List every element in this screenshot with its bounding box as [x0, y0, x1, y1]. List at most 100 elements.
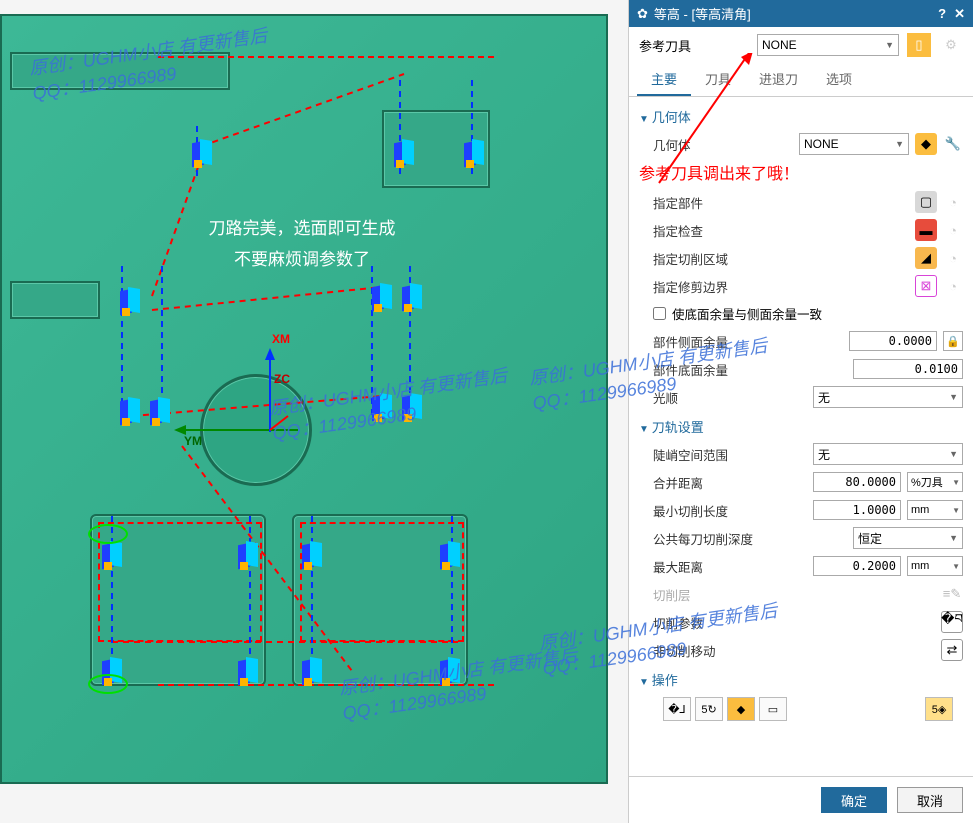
cut-levels-icon: ≡✎: [941, 583, 963, 605]
cut-area-icon[interactable]: ◢: [915, 247, 937, 269]
ok-button[interactable]: 确定: [821, 787, 887, 813]
smooth-label: 光顺: [653, 388, 807, 407]
floor-allowance-input[interactable]: [853, 359, 963, 379]
gear-icon: ✿: [637, 6, 648, 22]
panel-title: 等高 - [等高清角]: [654, 4, 930, 23]
steep-combo[interactable]: 无: [813, 443, 963, 465]
check-icon[interactable]: ▬: [915, 219, 937, 241]
cut-params-label: 切削参数: [653, 613, 935, 632]
green-loop: [88, 674, 128, 694]
steep-label: 陡峭空间范围: [653, 445, 807, 464]
display-icon[interactable]: ◔: [943, 192, 963, 212]
side-allowance-input[interactable]: [849, 331, 937, 351]
help-button[interactable]: ?: [938, 6, 946, 21]
tool-marker: [238, 540, 260, 570]
depth-mode-combo[interactable]: 恒定: [853, 527, 963, 549]
specify-part-label: 指定部件: [653, 193, 909, 212]
axis-label-xm: XM: [272, 332, 290, 346]
tool-marker: [372, 392, 394, 422]
specify-check-label: 指定检查: [653, 221, 909, 240]
tool-marker: [440, 540, 462, 570]
maxdist-unit-combo[interactable]: mm: [907, 556, 963, 576]
floor-allowance-label: 部件底面余量: [653, 360, 847, 379]
postprocess-icon[interactable]: 5◈: [925, 697, 953, 721]
mincut-unit-combo[interactable]: mm: [907, 500, 963, 520]
noncut-move-label: 非切削移动: [653, 641, 935, 660]
merge-label: 合并距离: [653, 473, 807, 492]
side-allowance-label: 部件侧面余量: [653, 332, 843, 351]
ref-tool-combo[interactable]: NONE: [757, 34, 899, 56]
tool-marker: [402, 392, 424, 422]
mincut-label: 最小切削长度: [653, 501, 807, 520]
tab-tool[interactable]: 刀具: [691, 63, 745, 96]
green-loop: [88, 524, 128, 544]
tool-marker: [302, 540, 324, 570]
merge-input[interactable]: [813, 472, 901, 492]
same-allowance-label: 使底面余量与侧面余量一致: [672, 304, 822, 323]
panel-body[interactable]: 几何体 几何体 NONE ◆ 🔧 参考刀具调出来了哦！ 指定部件 ▢ ◔ 指定检…: [629, 97, 973, 776]
verify-icon[interactable]: ◆: [727, 697, 755, 721]
tab-main[interactable]: 主要: [637, 63, 691, 96]
tool-marker: [120, 286, 142, 316]
overlay-note: 刀路完美，选面即可生成 不要麻烦调参数了: [162, 214, 442, 270]
specify-trim-label: 指定修剪边界: [653, 277, 909, 296]
cut-params-icon[interactable]: �བ: [941, 611, 963, 633]
noncut-move-icon[interactable]: ⇄: [941, 639, 963, 661]
depth-mode-label: 公共每刀切削深度: [653, 529, 847, 548]
maxdist-label: 最大距离: [653, 557, 807, 576]
lock-icon[interactable]: 🔒: [943, 331, 963, 351]
tool-marker: [440, 656, 462, 686]
axis-label-zc: ZC: [274, 372, 290, 386]
geom-body-label: 几何体: [653, 135, 793, 154]
replay-icon[interactable]: 5↻: [695, 697, 723, 721]
display-icon[interactable]: ◔: [943, 248, 963, 268]
display-icon[interactable]: ◔: [943, 276, 963, 296]
tool-marker: [102, 540, 124, 570]
panel-footer: 确定 取消: [629, 776, 973, 823]
tool-marker: [372, 282, 394, 312]
specify-cut-area-label: 指定切削区域: [653, 249, 909, 268]
cancel-button[interactable]: 取消: [897, 787, 963, 813]
pocket: [10, 281, 100, 319]
smooth-combo[interactable]: 无: [813, 386, 963, 408]
ref-tool-label: 参考刀具: [639, 36, 749, 55]
close-button[interactable]: ✕: [954, 6, 965, 22]
section-toolpath[interactable]: 刀轨设置: [639, 411, 963, 440]
tool-marker: [394, 138, 416, 168]
axis-label-ym: YM: [184, 434, 202, 448]
section-action[interactable]: 操作: [639, 664, 963, 693]
3d-viewport[interactable]: XM YM ZC 刀路完美，选面即可生成 不要麻烦调参数了 原创：UGHM小店 …: [0, 0, 628, 823]
action-icon-row: �⅃ 5↻ ◆ ▭ 5◈: [639, 693, 963, 723]
cad-part-body: XM YM ZC 刀路完美，选面即可生成 不要麻烦调参数了: [0, 14, 608, 784]
cut-levels-label: 切削层: [653, 585, 935, 604]
tool-marker: [302, 656, 324, 686]
geom-body-combo[interactable]: NONE: [799, 133, 909, 155]
part-icon[interactable]: ▢: [915, 191, 937, 213]
section-geometry[interactable]: 几何体: [639, 101, 963, 130]
generate-icon[interactable]: �⅃: [663, 697, 691, 721]
tool-marker: [402, 282, 424, 312]
tool-marker: [120, 396, 142, 426]
tab-bar: 主要 刀具 进退刀 选项: [629, 63, 973, 97]
operation-panel: ✿ 等高 - [等高清角] ? ✕ 参考刀具 NONE ▯ ⚙ 主要 刀具 进退…: [628, 0, 973, 823]
merge-unit-combo[interactable]: %刀具: [907, 472, 963, 492]
reference-tool-row: 参考刀具 NONE ▯ ⚙: [629, 27, 973, 63]
tool-marker: [150, 396, 172, 426]
wrench-icon[interactable]: 🔧: [943, 134, 963, 154]
tab-feed[interactable]: 进退刀: [745, 63, 812, 96]
mincut-input[interactable]: [813, 500, 901, 520]
same-allowance-checkbox[interactable]: [653, 307, 666, 320]
tool-new-icon[interactable]: ▯: [907, 33, 931, 57]
geom-new-icon[interactable]: ◆: [915, 133, 937, 155]
tool-edit-icon[interactable]: ⚙: [939, 33, 963, 57]
tab-opts[interactable]: 选项: [812, 63, 866, 96]
tool-marker: [192, 138, 214, 168]
display-icon[interactable]: ◔: [943, 220, 963, 240]
tool-marker: [464, 138, 486, 168]
red-annotation: 参考刀具调出来了哦！: [639, 160, 963, 184]
trim-icon[interactable]: ⊠: [915, 275, 937, 297]
tool-marker: [238, 656, 260, 686]
list-icon[interactable]: ▭: [759, 697, 787, 721]
maxdist-input[interactable]: [813, 556, 901, 576]
panel-header: ✿ 等高 - [等高清角] ? ✕: [629, 0, 973, 27]
